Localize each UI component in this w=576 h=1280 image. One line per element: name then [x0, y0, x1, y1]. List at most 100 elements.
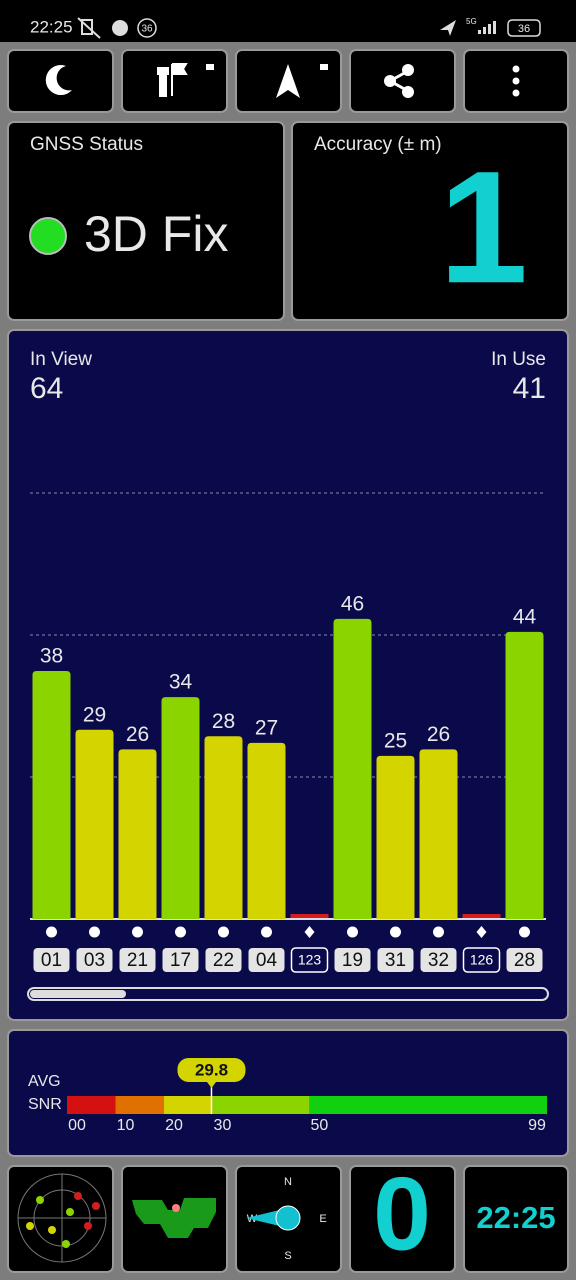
- sat-id-box: [290, 947, 329, 973]
- status-network: 5G: [466, 17, 477, 26]
- snr-tick-label: 50: [311, 1117, 329, 1134]
- sky-sat: [36, 1196, 44, 1204]
- sat-id: 03: [84, 950, 105, 971]
- sat-id: 04: [256, 950, 278, 971]
- sky-sat: [74, 1192, 82, 1200]
- snr-average: 29.8: [195, 1060, 228, 1079]
- in-use-label: In Use: [491, 349, 546, 370]
- sat-id-box: [76, 948, 113, 972]
- sat-dot: [390, 926, 401, 938]
- speed-panel: [349, 1165, 456, 1273]
- sat-id: 19: [342, 950, 363, 971]
- sky-view-button[interactable]: [7, 1165, 114, 1273]
- bar-value: 38: [40, 645, 63, 668]
- bar-value: 28: [212, 710, 235, 733]
- sat-id: 21: [127, 950, 148, 971]
- sky-sat: [26, 1222, 34, 1230]
- snr-segment: [115, 1096, 164, 1114]
- gnss-title: GNSS Status: [30, 134, 143, 155]
- toolbar: [7, 49, 569, 113]
- badge-ring: [137, 18, 157, 38]
- sky-sat: [62, 1240, 70, 1248]
- location-icon: [440, 20, 456, 36]
- share-dot: [402, 64, 414, 76]
- lock-icon: [320, 64, 328, 70]
- sky-sat: [66, 1208, 74, 1216]
- clock-value: 22:25: [476, 1200, 555, 1235]
- accuracy-panel: [291, 121, 569, 321]
- share-dot: [384, 75, 396, 87]
- sky-sat: [92, 1202, 100, 1210]
- bar-value: 46: [341, 592, 364, 615]
- map-pin: [172, 1204, 180, 1212]
- bar-value: 25: [384, 729, 407, 752]
- scrollbar[interactable]: [27, 987, 549, 1001]
- speed-value: 0: [373, 1156, 431, 1272]
- world-map-icon: [132, 1198, 216, 1238]
- mute-icon: [77, 17, 101, 39]
- bar: [204, 736, 243, 919]
- compass-e: E: [319, 1213, 326, 1225]
- bar: [376, 755, 415, 919]
- bar: [161, 697, 200, 919]
- sat-id: 126: [470, 952, 494, 968]
- messenger-icon: [112, 20, 128, 36]
- snr-segment: [309, 1096, 547, 1114]
- flag-button[interactable]: [121, 49, 228, 113]
- menu-dot: [512, 65, 520, 73]
- status-badge: 36: [141, 24, 153, 35]
- snr-bubble: [177, 1058, 246, 1082]
- bar-value: 44: [513, 605, 537, 628]
- sat-id-box: [462, 947, 501, 973]
- sat-id: 31: [385, 950, 406, 971]
- status-time: 22:25: [30, 17, 73, 36]
- in-use-value: 41: [513, 372, 546, 405]
- bar: [75, 729, 114, 919]
- gnss-status-panel: [7, 121, 285, 321]
- snr-segment: [67, 1096, 116, 1114]
- scroll-thumb[interactable]: [30, 990, 126, 998]
- moon-icon: [45, 65, 72, 96]
- snr-tick-label: 10: [117, 1117, 135, 1134]
- accuracy-value: 1: [439, 137, 528, 316]
- sky-sat: [84, 1222, 92, 1230]
- grid: [30, 492, 546, 778]
- menu-dot: [512, 89, 520, 97]
- sat-id: 01: [41, 950, 62, 971]
- sat-diamond: [304, 926, 315, 938]
- sat-dot: [89, 926, 100, 938]
- compass-center: [275, 1205, 301, 1231]
- bar-stub: [290, 914, 329, 918]
- bar: [505, 631, 544, 919]
- snr-tick-label: 00: [68, 1117, 86, 1134]
- menu-dot: [512, 77, 520, 85]
- sat-dot: [175, 926, 186, 938]
- bar: [247, 742, 286, 919]
- flag-icon: [157, 63, 188, 97]
- in-view-label: In View: [30, 349, 92, 370]
- bar-value: 26: [126, 723, 149, 746]
- fix-indicator: [29, 217, 67, 255]
- share-button[interactable]: [349, 49, 456, 113]
- bar: [419, 749, 458, 919]
- sat-id-box: [506, 948, 543, 972]
- sky-view-icon: [17, 1173, 107, 1263]
- sat-id: 32: [428, 950, 449, 971]
- sat-id-box: [205, 948, 242, 972]
- accuracy-title: Accuracy (± m): [314, 134, 442, 155]
- sat-id: 17: [170, 950, 191, 971]
- sat-id-box: [119, 948, 156, 972]
- bar-value: 26: [427, 723, 450, 746]
- compass-n: N: [284, 1176, 292, 1188]
- sky-sat: [48, 1226, 56, 1234]
- sat-id-box: [334, 948, 371, 972]
- sat-dot: [218, 926, 229, 938]
- sat-dot: [347, 926, 358, 938]
- bar-value: 27: [255, 716, 278, 739]
- snr-segment: [163, 1096, 213, 1114]
- sat-id: 28: [514, 950, 535, 971]
- bar: [118, 749, 157, 919]
- bar-value: 29: [83, 703, 106, 726]
- night-button[interactable]: [7, 49, 114, 113]
